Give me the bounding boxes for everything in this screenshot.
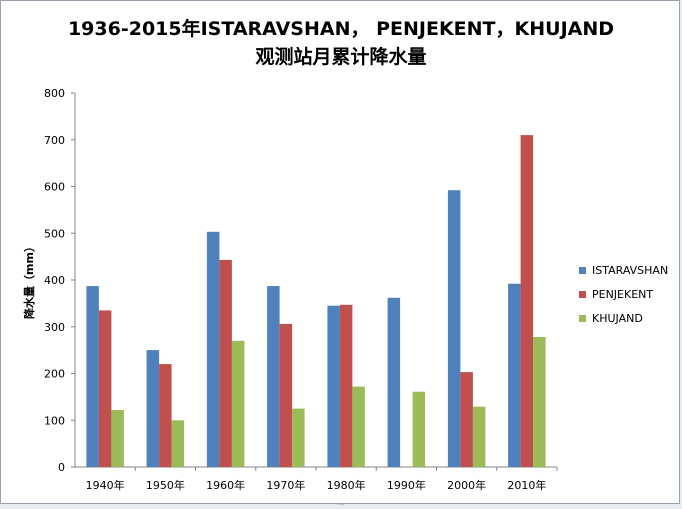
x-tick-label: 2010年 [507, 478, 546, 492]
bar-istaravshan-1940年 [86, 286, 99, 467]
bar-istaravshan-1960年 [206, 231, 220, 467]
x-tick-label: 1950年 [146, 478, 185, 492]
bar-khujand-2000年 [472, 406, 486, 467]
y-tick-label: 800 [44, 87, 65, 100]
bar-penjekent-1940年 [98, 310, 112, 467]
y-tick-label: 500 [44, 227, 65, 240]
legend-swatch [579, 314, 586, 322]
bar-istaravshan-1950年 [146, 350, 160, 467]
y-tick-label: 100 [44, 414, 65, 427]
legend-label: PENJEKENT [592, 287, 654, 301]
x-tick-label: 1990年 [387, 478, 426, 492]
bar-penjekent-1970年 [279, 323, 293, 467]
x-tick-label: 1940年 [86, 478, 125, 492]
legend-label: KHUJAND [592, 311, 643, 325]
bar-khujand-1990年 [412, 391, 426, 467]
bar-khujand-2010年 [533, 337, 546, 467]
bar-khujand-1970年 [292, 408, 305, 467]
legend-item: PENJEKENT [579, 282, 679, 306]
y-axis-title: 降水量（mm） [22, 241, 36, 319]
bar-istaravshan-1990年 [387, 297, 401, 467]
bar-istaravshan-1970年 [267, 286, 280, 467]
chart-title-line1: 1936-2015年ISTARAVSHAN， PENJEKENT，KHUJAND [67, 18, 615, 40]
bar-istaravshan-2010年 [508, 283, 521, 467]
bar-khujand-1980年 [352, 386, 365, 467]
chart-legend: ISTARAVSHAN PENJEKENT KHUJAND [579, 258, 679, 330]
y-tick-label: 200 [44, 368, 65, 381]
legend-label: ISTARAVSHAN [592, 263, 669, 277]
y-tick-label: 400 [44, 274, 65, 287]
x-tick-label: 2000年 [447, 478, 486, 492]
bar-istaravshan-2000年 [447, 190, 461, 467]
y-tick-label: 600 [44, 181, 65, 194]
legend-item: ISTARAVSHAN [579, 258, 679, 282]
y-tick-label: 300 [44, 321, 65, 334]
legend-swatch [579, 290, 586, 298]
bar-khujand-1950年 [171, 420, 185, 468]
y-tick-label: 700 [44, 134, 65, 147]
bar-penjekent-1960年 [219, 259, 232, 467]
bar-penjekent-1980年 [339, 304, 353, 467]
bar-penjekent-1950年 [159, 364, 172, 467]
x-tick-label: 1970年 [266, 478, 305, 492]
x-tick-label: 1980年 [327, 478, 366, 492]
resize-grip[interactable]: ···· [337, 502, 345, 509]
bar-penjekent-2000年 [460, 372, 473, 467]
bar-penjekent-2010年 [520, 135, 534, 467]
legend-swatch [579, 266, 586, 274]
chart-title-line2: 观测站月累计降水量 [255, 46, 427, 68]
chart-title: 1936-2015年ISTARAVSHAN， PENJEKENT，KHUJAND… [1, 15, 681, 71]
y-tick-label: 0 [58, 461, 65, 474]
bar-khujand-1940年 [111, 410, 124, 467]
bar-istaravshan-1980年 [327, 305, 340, 467]
bar-khujand-1960年 [231, 340, 245, 467]
legend-item: KHUJAND [579, 306, 679, 330]
x-tick-label: 1960年 [206, 478, 245, 492]
